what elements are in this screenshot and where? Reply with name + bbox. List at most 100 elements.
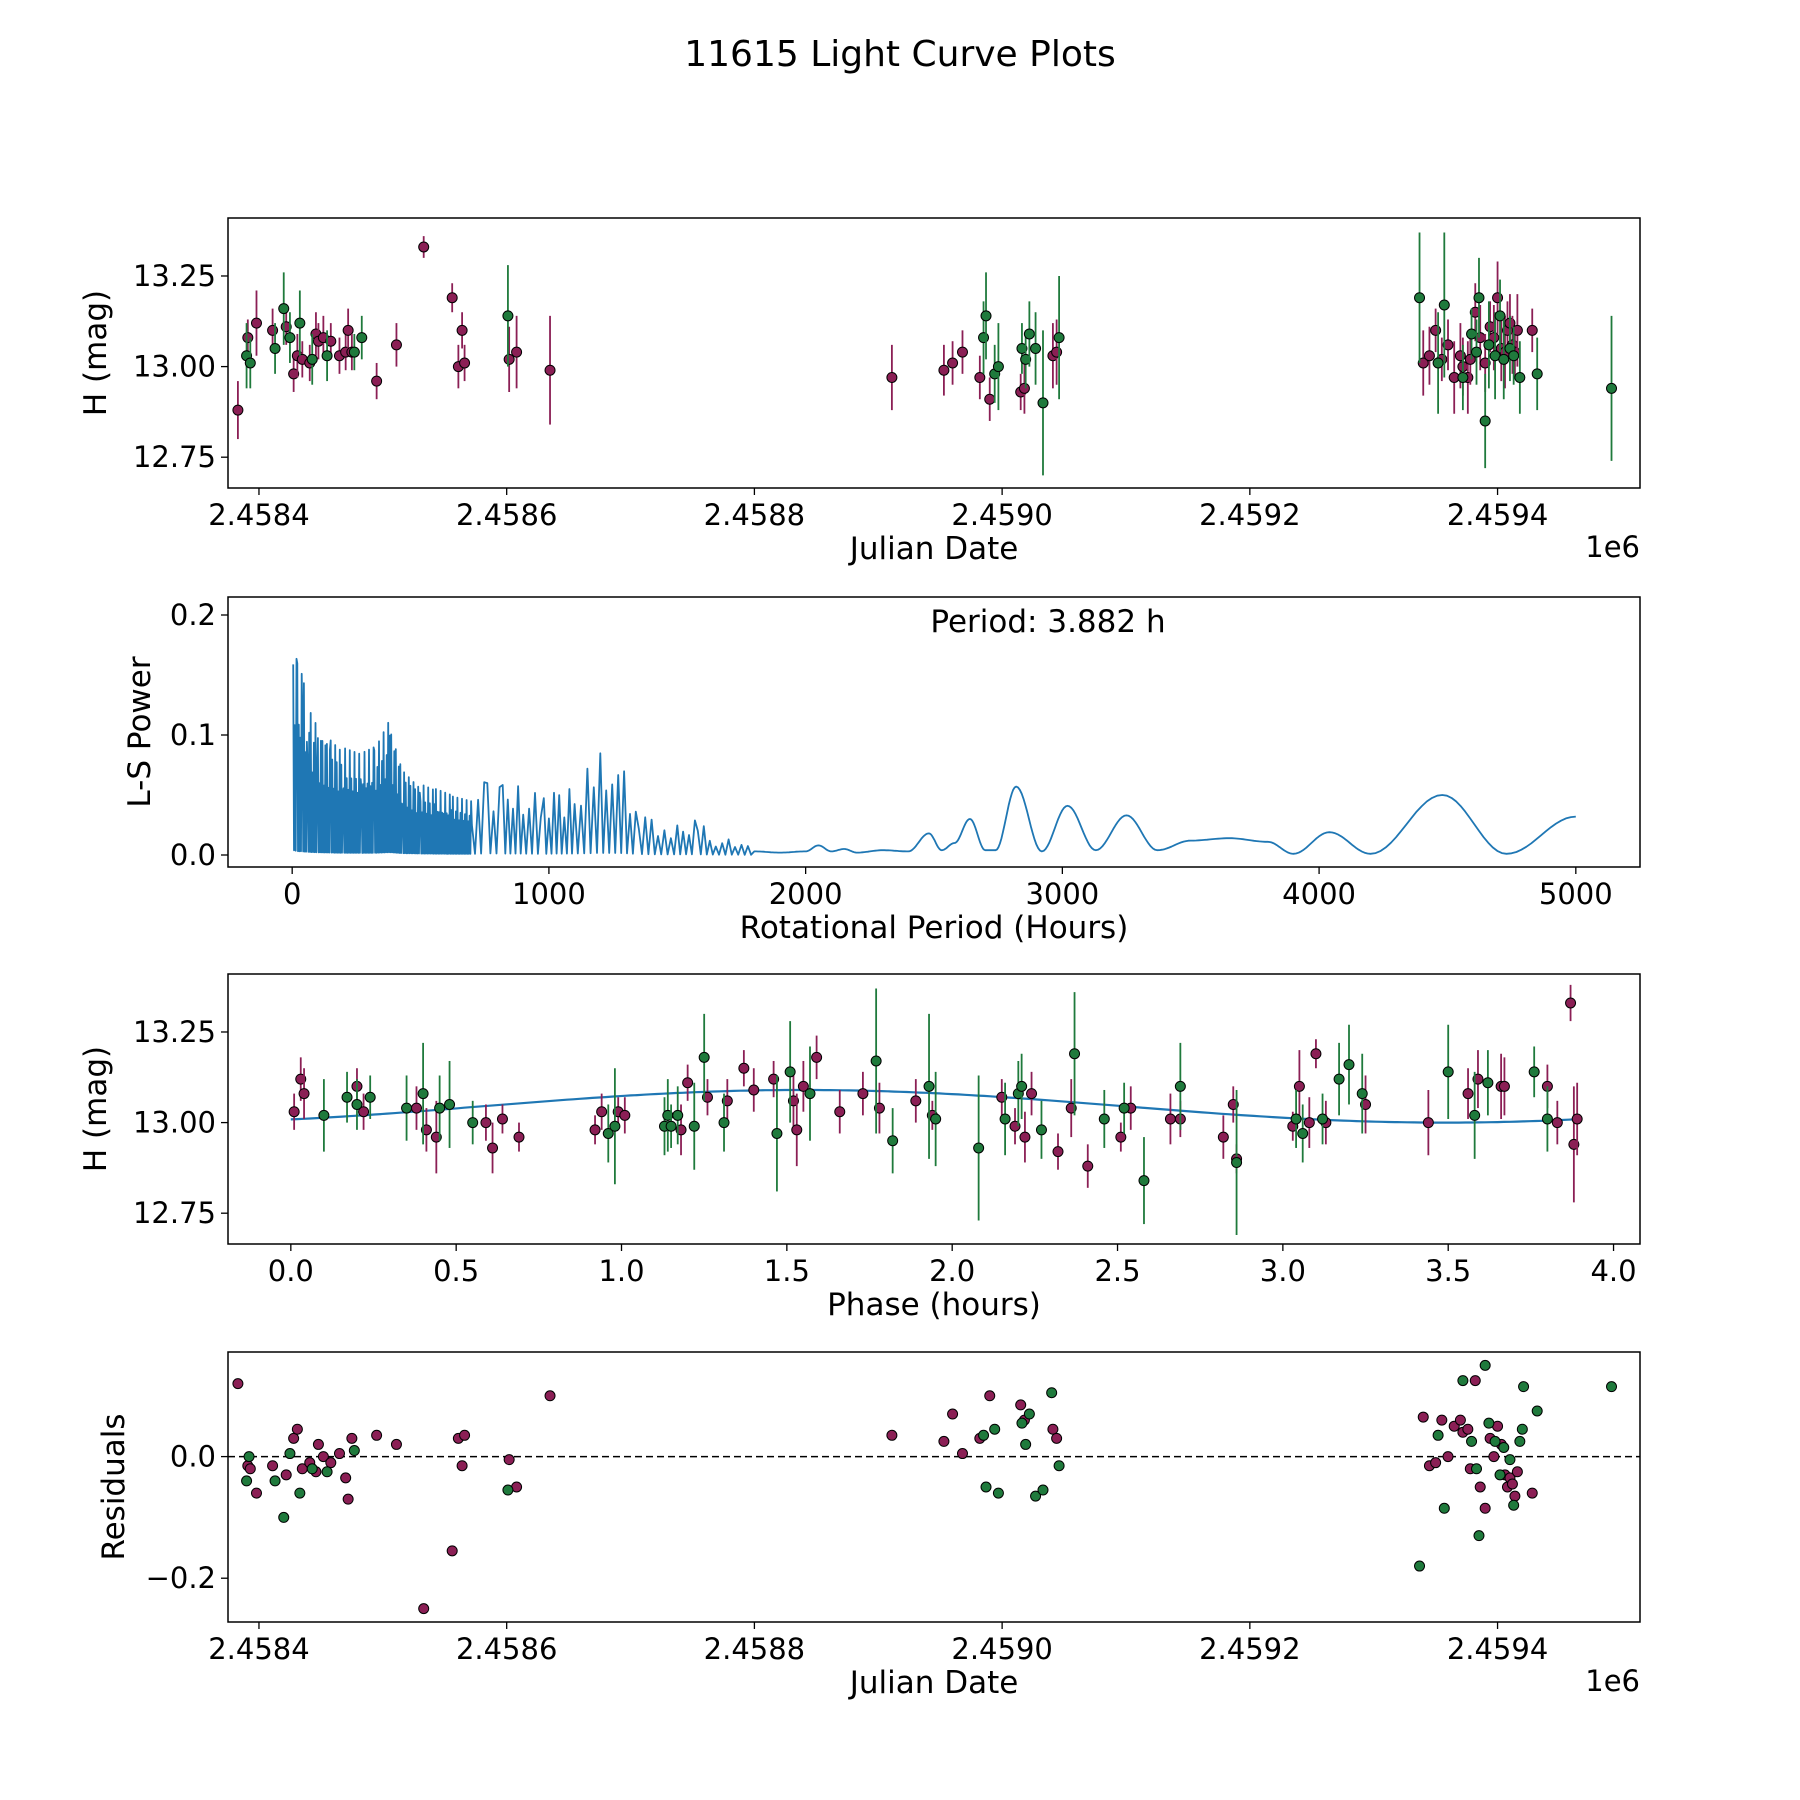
lightcurve-point-magenta bbox=[325, 335, 337, 347]
residuals-point-magenta bbox=[333, 1448, 345, 1460]
phased-point-green bbox=[923, 1080, 935, 1092]
residuals-y-label: Residuals bbox=[96, 1413, 132, 1560]
residuals-x-tick-label: 2.4590 bbox=[951, 1632, 1052, 1666]
phased-point-magenta bbox=[589, 1124, 601, 1136]
phased-y-tick-label: 12.75 bbox=[133, 1196, 216, 1230]
residuals-x-tick-label: 2.4584 bbox=[208, 1632, 309, 1666]
residuals-panel: 2.4584 2.4586 2.4588 2.4590 2.4592 2.4594 −0.2… bbox=[96, 1351, 1641, 1701]
lightcurve-point-magenta bbox=[1018, 382, 1030, 394]
phased-x-tick-label: 3.0 bbox=[1260, 1254, 1306, 1288]
phased-point-green bbox=[318, 1109, 330, 1121]
residuals-point-magenta bbox=[267, 1460, 279, 1472]
phased-point-green bbox=[364, 1091, 376, 1103]
residuals-point-magenta bbox=[312, 1438, 324, 1450]
lightcurve-point-magenta bbox=[1511, 324, 1523, 336]
lightcurve-point-magenta bbox=[1442, 339, 1454, 351]
residuals-point-green bbox=[1023, 1408, 1035, 1420]
lightcurve-point-green bbox=[1473, 292, 1485, 304]
lightcurve-point-green bbox=[1053, 332, 1065, 344]
residuals-point-magenta bbox=[456, 1460, 468, 1472]
phased-point-green bbox=[417, 1088, 429, 1100]
phased-point-magenta bbox=[1052, 1146, 1064, 1158]
lightcurve-x-tick-label: 2.4588 bbox=[704, 498, 805, 532]
phased-point-green bbox=[1541, 1113, 1553, 1125]
residuals-point-magenta bbox=[342, 1493, 354, 1505]
residuals-x-tick-label: 2.4592 bbox=[1199, 1632, 1300, 1666]
phased-point-magenta bbox=[1565, 997, 1577, 1009]
residuals-point-green bbox=[1514, 1435, 1526, 1447]
periodogram-axes-frame bbox=[227, 596, 1641, 868]
lightcurve-point-green bbox=[1508, 350, 1520, 362]
phased-y-label: H (mag) bbox=[78, 1046, 114, 1172]
model-fit-curve bbox=[290, 1088, 1575, 1124]
lightcurve-y-label: H (mag) bbox=[78, 290, 114, 416]
periodogram-ticks: 0 1000 2000 3000 4000 5000 0.0 0.1 0.2 bbox=[170, 598, 1613, 911]
lightcurve-point-magenta bbox=[1479, 357, 1491, 369]
phased-point-green bbox=[804, 1088, 816, 1100]
lightcurve-point-magenta bbox=[459, 357, 471, 369]
phased-point-green bbox=[341, 1091, 353, 1103]
periodogram-y-label: L-S Power bbox=[122, 656, 158, 807]
phased-point-green bbox=[688, 1120, 700, 1132]
residuals-point-magenta bbox=[390, 1438, 402, 1450]
lightcurve-point-magenta bbox=[267, 324, 279, 336]
lightcurve-point-magenta bbox=[456, 324, 468, 336]
phased-point-magenta bbox=[410, 1102, 422, 1114]
residuals-point-green bbox=[1016, 1417, 1028, 1429]
phased-x-tick-label: 1.0 bbox=[598, 1254, 644, 1288]
lightcurve-point-magenta bbox=[947, 357, 959, 369]
residuals-point-green bbox=[1508, 1499, 1520, 1511]
lightcurve-point-magenta bbox=[956, 346, 968, 358]
lightcurve-point-green bbox=[348, 346, 360, 358]
phased-point-green bbox=[1174, 1080, 1186, 1092]
phased-point-magenta bbox=[1462, 1088, 1474, 1100]
residuals-point-magenta bbox=[544, 1390, 556, 1402]
residuals-point-magenta bbox=[1509, 1490, 1521, 1502]
periodogram-y-tick-label: 0.0 bbox=[170, 838, 216, 872]
phased-point-magenta bbox=[1293, 1080, 1305, 1092]
residuals-point-magenta bbox=[1462, 1423, 1474, 1435]
phased-point-green bbox=[351, 1098, 363, 1110]
lightcurve-point-green bbox=[502, 310, 514, 322]
lightcurve-point-magenta bbox=[371, 375, 383, 387]
lightcurve-ticks: 2.4584 2.4586 2.4588 2.4590 2.4592 2.4594 12.7… bbox=[133, 259, 1548, 532]
phased-point-magenta bbox=[1498, 1080, 1510, 1092]
lightcurve-y-tick-label: 12.75 bbox=[133, 440, 216, 474]
period-annotation: Period: 3.882 h bbox=[930, 604, 1165, 640]
phased-point-magenta bbox=[480, 1117, 492, 1129]
phased-point-green bbox=[1442, 1066, 1454, 1078]
residuals-point-green bbox=[1489, 1435, 1501, 1447]
residuals-point-green bbox=[1046, 1387, 1058, 1399]
residuals-point-magenta bbox=[340, 1472, 352, 1484]
residuals-point-magenta bbox=[1015, 1399, 1027, 1411]
phased-point-green bbox=[784, 1066, 796, 1078]
residuals-point-green bbox=[1531, 1405, 1543, 1417]
phased-point-green bbox=[1118, 1102, 1130, 1114]
phased-point-green bbox=[999, 1113, 1011, 1125]
phased-point-green bbox=[665, 1120, 677, 1132]
lightcurve-point-green bbox=[992, 361, 1004, 373]
residuals-point-green bbox=[980, 1481, 992, 1493]
residuals-point-green bbox=[269, 1475, 281, 1487]
residuals-point-green bbox=[1494, 1469, 1506, 1481]
phased-point-magenta bbox=[1164, 1113, 1176, 1125]
lightcurve-point-green bbox=[1494, 310, 1506, 322]
residuals-point-green bbox=[1432, 1429, 1444, 1441]
residuals-point-green bbox=[1504, 1454, 1516, 1466]
lightcurve-point-magenta bbox=[984, 393, 996, 405]
residuals-point-magenta bbox=[947, 1408, 959, 1420]
residuals-point-green bbox=[321, 1466, 333, 1478]
residuals-point-magenta bbox=[418, 1603, 430, 1615]
phased-point-magenta bbox=[1019, 1131, 1031, 1143]
residuals-point-green bbox=[989, 1423, 1001, 1435]
phased-point-magenta bbox=[1422, 1117, 1434, 1129]
phased-point-magenta bbox=[1303, 1117, 1315, 1129]
residuals-point-magenta bbox=[886, 1429, 898, 1441]
phased-point-magenta bbox=[1115, 1131, 1127, 1143]
lightcurve-point-magenta bbox=[232, 404, 244, 416]
residuals-point-magenta bbox=[250, 1487, 262, 1499]
lightcurve-point-magenta bbox=[242, 332, 254, 344]
residuals-point-magenta bbox=[244, 1463, 256, 1475]
periodogram-y-tick-label: 0.2 bbox=[170, 598, 216, 632]
